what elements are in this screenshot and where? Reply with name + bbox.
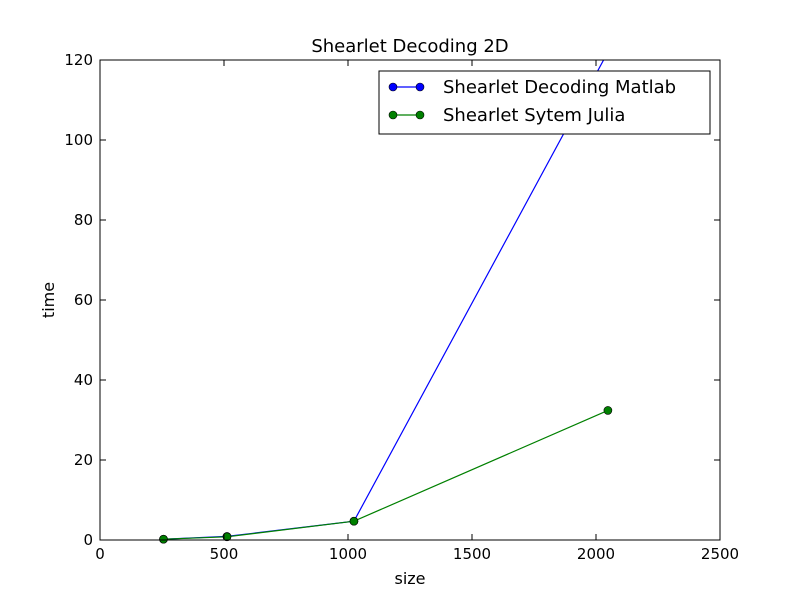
x-tick-label: 500: [210, 545, 239, 563]
legend: Shearlet Decoding Matlab Shearlet Sytem J…: [378, 70, 711, 135]
x-tick-label: 1500: [453, 545, 491, 563]
x-tick-label: 1000: [329, 545, 367, 563]
y-tick-label: 0: [83, 531, 93, 549]
y-axis-label: time: [39, 282, 58, 318]
series-2-point: [603, 406, 613, 415]
series-2-point: [222, 532, 232, 542]
x-axis-label: size: [394, 569, 425, 588]
series-2-point: [159, 534, 168, 544]
x-tick-label: 0: [95, 545, 105, 563]
markers-layer: [159, 406, 613, 544]
series-line-2: [163, 409, 609, 540]
series-2-point: [349, 516, 359, 526]
axis-ticks: 0 500 1000 1500 2000 2500 0 20 40 60 80 100 120: [64, 51, 739, 563]
legend-box: [378, 70, 711, 135]
chart-title: Shearlet Decoding 2D: [311, 36, 508, 57]
plot-area: [163, 60, 609, 540]
legend-marker-2: [415, 110, 425, 120]
y-tick-label: 20: [74, 451, 93, 469]
legend-label-1: Shearlet Decoding Matlab: [443, 77, 676, 98]
x-tick-label: 2000: [577, 545, 615, 563]
y-tick-label: 120: [64, 51, 93, 69]
legend-marker-2: [388, 110, 398, 120]
legend-marker-1: [388, 82, 398, 92]
legend-label-2: Shearlet Sytem Julia: [443, 105, 625, 126]
legend-marker-1: [415, 82, 425, 92]
y-tick-label: 100: [64, 131, 93, 149]
y-tick-label: 60: [74, 291, 93, 309]
y-tick-label: 40: [74, 371, 93, 389]
x-tick-label: 2500: [701, 545, 739, 563]
y-tick-label: 80: [74, 211, 93, 229]
